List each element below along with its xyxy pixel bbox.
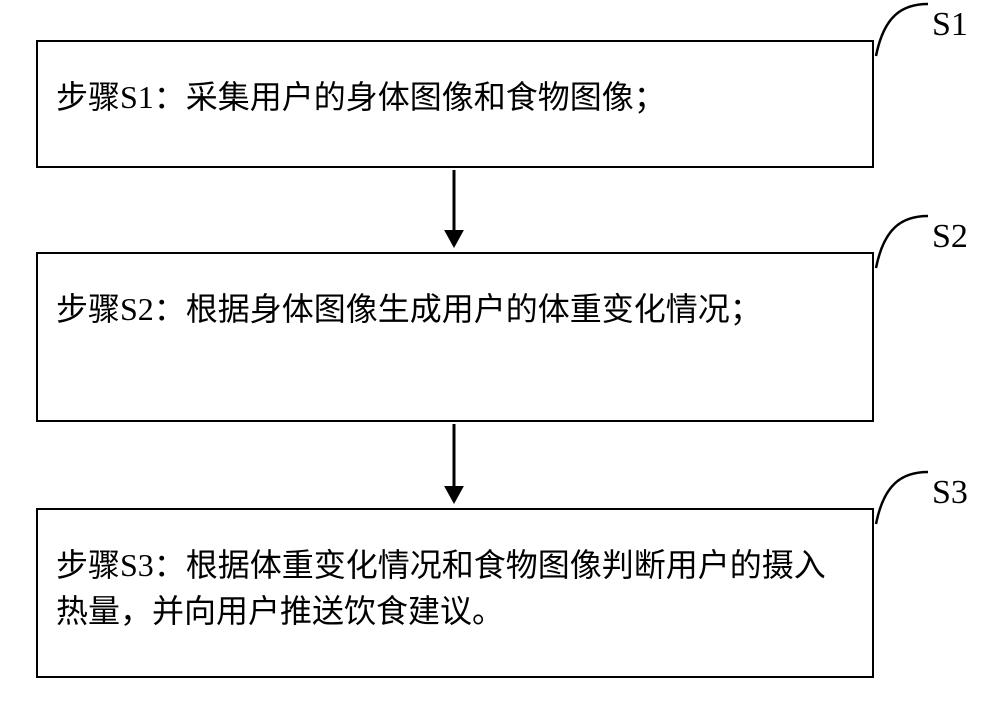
flow-node-s3: 步骤S3：根据体重变化情况和食物图像判断用户的摄入热量，并向用户推送饮食建议。 xyxy=(36,508,874,678)
flow-arrow-2 xyxy=(434,422,474,524)
callout-label-s3: S3 xyxy=(932,474,968,512)
callout-label-s2: S2 xyxy=(932,218,968,256)
flow-node-s1: 步骤S1：采集用户的身体图像和食物图像； xyxy=(36,40,874,168)
flow-arrow-1 xyxy=(434,168,474,268)
flow-node-text: 步骤S1：采集用户的身体图像和食物图像； xyxy=(56,74,854,120)
flow-node-s2: 步骤S2：根据身体图像生成用户的体重变化情况； xyxy=(36,252,874,422)
flowchart-canvas: 步骤S1：采集用户的身体图像和食物图像； S1 步骤S2：根据身体图像生成用户的体重… xyxy=(0,0,1000,710)
flow-node-text: 步骤S3：根据体重变化情况和食物图像判断用户的摄入热量，并向用户推送饮食建议。 xyxy=(56,542,854,635)
callout-label-s1: S1 xyxy=(932,6,968,44)
flow-node-text: 步骤S2：根据身体图像生成用户的体重变化情况； xyxy=(56,286,854,332)
